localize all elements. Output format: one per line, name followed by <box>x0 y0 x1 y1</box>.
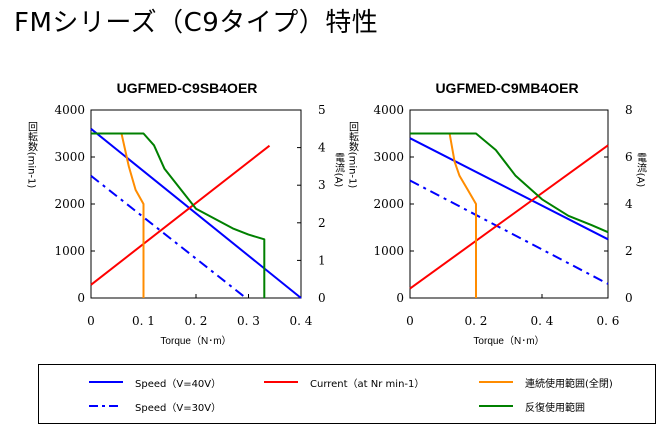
x-tick-label: 0. 3 <box>237 314 260 328</box>
page-title: FMシリーズ（C9タイプ）特性 <box>14 8 379 38</box>
y2-tick-label: 2 <box>625 244 633 258</box>
x-tick-label: 0. 6 <box>597 314 620 328</box>
y-tick-label: 1000 <box>373 244 404 258</box>
legend-label-speed-40v: Speed（V=40V） <box>135 378 222 390</box>
y2-tick-label: 2 <box>318 216 326 230</box>
legend-swatch-repeated <box>479 405 513 407</box>
y2-tick-label: 4 <box>625 197 633 211</box>
y-tick-label: 4000 <box>373 103 404 117</box>
y2-axis-label: 電流(A) <box>333 152 345 187</box>
x-tick-label: 0 <box>87 314 95 328</box>
y-tick-label: 0 <box>396 291 404 305</box>
x-axis-label: Torque（N･m） <box>160 335 231 347</box>
x-tick-label: 0. 1 <box>132 314 155 328</box>
legend: Speed（V=40V） Current（at Nr min-1） 連続使用範囲… <box>38 364 656 424</box>
legend-swatch-current <box>264 381 298 383</box>
legend-swatch-speed-40v <box>89 381 123 383</box>
legend-label-repeated: 反復使用範囲 <box>525 402 585 414</box>
y-axis-label: 回転数(min-1) <box>347 121 359 188</box>
series-line-repeated-range <box>410 132 609 234</box>
legend-item-speed-30v: Speed（V=30V） <box>89 398 221 414</box>
y-axis-label: 回転数(min-1) <box>26 121 38 188</box>
x-tick-label: 0 <box>406 314 414 328</box>
y-tick-label: 2000 <box>54 197 85 211</box>
chart-2: UGFMED-C9MB4OER 0 1000 2000 3000 4000 0 2 4 6 8 0 0.… <box>347 80 647 347</box>
legend-item-repeated: 反復使用範囲 <box>479 398 585 414</box>
legend-label-current: Current（at Nr min-1） <box>310 378 425 390</box>
y2-tick-label: 5 <box>318 103 326 117</box>
y2-tick-label: 4 <box>318 141 326 155</box>
series-line-speed-30v <box>409 179 609 285</box>
series-line-continuous-range <box>120 133 145 298</box>
legend-swatch-continuous <box>479 381 513 383</box>
y-tick-label: 3000 <box>54 150 85 164</box>
y2-tick-label: 0 <box>625 291 633 305</box>
series-line-continuous-range <box>448 133 477 298</box>
y2-tick-label: 3 <box>318 178 326 192</box>
y2-tick-label: 1 <box>318 253 326 267</box>
plot-frame <box>409 109 609 299</box>
y-tick-label: 2000 <box>373 197 404 211</box>
x-tick-label: 0. 2 <box>465 314 488 328</box>
y-tick-label: 3000 <box>373 150 404 164</box>
chart-title: UGFMED-C9MB4OER <box>435 80 578 96</box>
series-line-speed-40v <box>409 137 609 241</box>
series-line-current <box>409 144 609 290</box>
legend-item-continuous: 連続使用範囲(全閉) <box>479 374 613 390</box>
y2-tick-label: 6 <box>625 150 633 164</box>
chart-title: UGFMED-C9SB4OER <box>117 80 258 96</box>
x-axis-label: Torque（N･m） <box>473 335 544 347</box>
x-tick-label: 0. 4 <box>290 314 313 328</box>
y-tick-label: 4000 <box>54 103 85 117</box>
series-line-current <box>90 144 271 286</box>
legend-swatch-speed-30v <box>89 405 123 407</box>
y2-tick-label: 8 <box>625 103 633 117</box>
y2-tick-label: 0 <box>318 291 326 305</box>
legend-label-continuous: 連続使用範囲(全閉) <box>525 378 613 390</box>
series-line-repeated-range <box>91 132 266 298</box>
series-line-speed-30v <box>90 175 247 299</box>
series-line-speed-40v <box>90 128 302 299</box>
y-tick-label: 1000 <box>54 244 85 258</box>
y2-axis-label: 電流(A) <box>635 152 647 187</box>
y-tick-label: 0 <box>77 291 85 305</box>
legend-label-speed-30v: Speed（V=30V） <box>135 402 222 414</box>
x-tick-label: 0. 2 <box>185 314 208 328</box>
legend-item-current: Current（at Nr min-1） <box>264 374 424 390</box>
x-tick-label: 0. 4 <box>531 314 554 328</box>
legend-item-speed-40v: Speed（V=40V） <box>89 374 221 390</box>
